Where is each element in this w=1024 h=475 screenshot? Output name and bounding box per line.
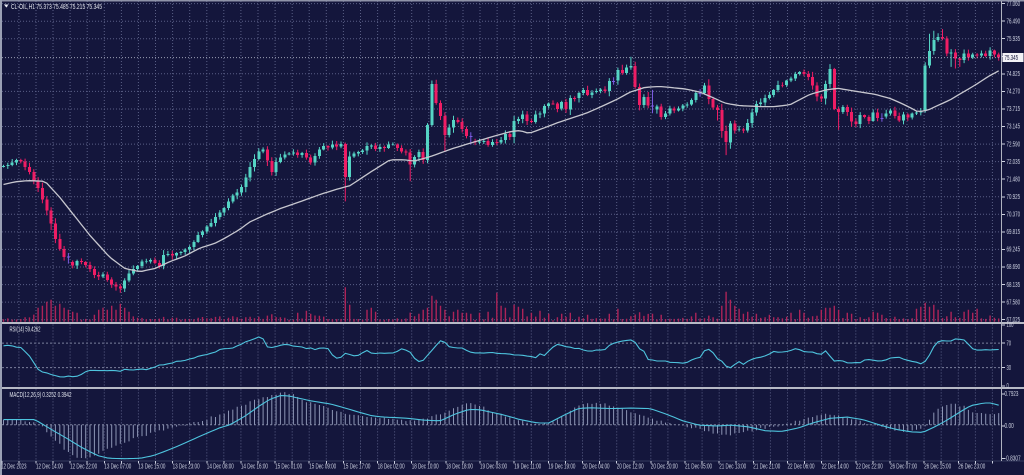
svg-text:22 Dec 22:00: 22 Dec 22:00 bbox=[856, 464, 883, 471]
svg-text:13 Dec 15:00: 13 Dec 15:00 bbox=[138, 464, 165, 471]
svg-text:67.580: 67.580 bbox=[1007, 299, 1021, 306]
svg-text:0.7923: 0.7923 bbox=[1005, 391, 1019, 398]
svg-text:22 Dec 06:00: 22 Dec 06:00 bbox=[788, 464, 815, 471]
svg-text:18 Dec 10:00: 18 Dec 10:00 bbox=[412, 464, 439, 471]
svg-text:21 Dec 05:00: 21 Dec 05:00 bbox=[685, 464, 712, 471]
svg-text:0: 0 bbox=[1007, 383, 1009, 390]
svg-text:CL-OIL,H1 75.373 75.485 75.21: CL-OIL,H1 75.373 75.485 75.215 75.345 bbox=[11, 4, 102, 11]
svg-text:74.270: 74.270 bbox=[1007, 89, 1021, 96]
svg-text:18 Dec 02:00: 18 Dec 02:00 bbox=[378, 464, 405, 471]
svg-text:26 Dec 07:00: 26 Dec 07:00 bbox=[890, 464, 917, 471]
svg-text:68.690: 68.690 bbox=[1007, 264, 1021, 271]
svg-text:74.825: 74.825 bbox=[1007, 71, 1021, 78]
svg-text:13 Dec 07:00: 13 Dec 07:00 bbox=[104, 464, 131, 471]
svg-text:-0.8307: -0.8307 bbox=[1005, 456, 1021, 463]
svg-text:20 Dec 04:00: 20 Dec 04:00 bbox=[583, 464, 610, 471]
svg-text:13 Dec 23:00: 13 Dec 23:00 bbox=[173, 464, 200, 471]
svg-text:76.490: 76.490 bbox=[1007, 18, 1021, 25]
svg-text:15 Dec 01:00: 15 Dec 01:00 bbox=[275, 464, 302, 471]
svg-text:18 Dec 18:00: 18 Dec 18:00 bbox=[446, 464, 473, 471]
svg-text:70: 70 bbox=[1007, 340, 1012, 347]
svg-text:12 Dec 2023: 12 Dec 2023 bbox=[1, 464, 27, 471]
svg-text:MACD(12,26,9) 0.3252 0.3942: MACD(12,26,9) 0.3252 0.3942 bbox=[10, 392, 72, 399]
svg-text:73.715: 73.715 bbox=[1007, 106, 1021, 113]
svg-text:14 Dec 08:00: 14 Dec 08:00 bbox=[207, 464, 234, 471]
svg-text:12 Dec 14:00: 12 Dec 14:00 bbox=[36, 464, 63, 471]
svg-text:73.145: 73.145 bbox=[1007, 124, 1021, 131]
svg-text:22 Dec 14:00: 22 Dec 14:00 bbox=[822, 464, 849, 471]
svg-text:68.135: 68.135 bbox=[1007, 282, 1021, 289]
svg-text:15 Dec 17:00: 15 Dec 17:00 bbox=[343, 464, 370, 471]
svg-text:21 Dec 13:00: 21 Dec 13:00 bbox=[719, 464, 746, 471]
svg-text:75.345: 75.345 bbox=[1005, 55, 1019, 62]
svg-text:26 Dec 15:00: 26 Dec 15:00 bbox=[924, 464, 951, 471]
svg-text:71.480: 71.480 bbox=[1007, 176, 1021, 183]
svg-text:70.370: 70.370 bbox=[1007, 212, 1021, 219]
svg-text:100: 100 bbox=[1007, 322, 1014, 329]
svg-text:30: 30 bbox=[1007, 365, 1012, 372]
svg-text:0.00: 0.00 bbox=[1005, 423, 1014, 430]
svg-text:75.935: 75.935 bbox=[1007, 36, 1021, 43]
svg-text:67.025: 67.025 bbox=[1007, 317, 1021, 324]
svg-text:69.245: 69.245 bbox=[1007, 247, 1021, 254]
svg-text:19 Dec 11:00: 19 Dec 11:00 bbox=[514, 464, 541, 471]
svg-text:20 Dec 20:00: 20 Dec 20:00 bbox=[651, 464, 678, 471]
svg-text:21 Dec 21:00: 21 Dec 21:00 bbox=[753, 464, 780, 471]
svg-text:20 Dec 12:00: 20 Dec 12:00 bbox=[617, 464, 644, 471]
svg-text:12 Dec 22:00: 12 Dec 22:00 bbox=[70, 464, 97, 471]
svg-text:69.815: 69.815 bbox=[1007, 229, 1021, 236]
svg-text:26 Dec 23:00: 26 Dec 23:00 bbox=[958, 464, 985, 471]
svg-text:19 Dec 03:00: 19 Dec 03:00 bbox=[480, 464, 507, 471]
svg-text:72.590: 72.590 bbox=[1007, 141, 1021, 148]
svg-text:19 Dec 19:00: 19 Dec 19:00 bbox=[548, 464, 575, 471]
svg-text:15 Dec 09:00: 15 Dec 09:00 bbox=[309, 464, 336, 471]
svg-text:72.035: 72.035 bbox=[1007, 159, 1021, 166]
svg-text:77.060: 77.060 bbox=[1007, 1, 1021, 8]
svg-text:70.925: 70.925 bbox=[1007, 194, 1021, 201]
svg-text:RSI(14) 59.4262: RSI(14) 59.4262 bbox=[10, 326, 41, 333]
svg-text:14 Dec 16:00: 14 Dec 16:00 bbox=[241, 464, 268, 471]
